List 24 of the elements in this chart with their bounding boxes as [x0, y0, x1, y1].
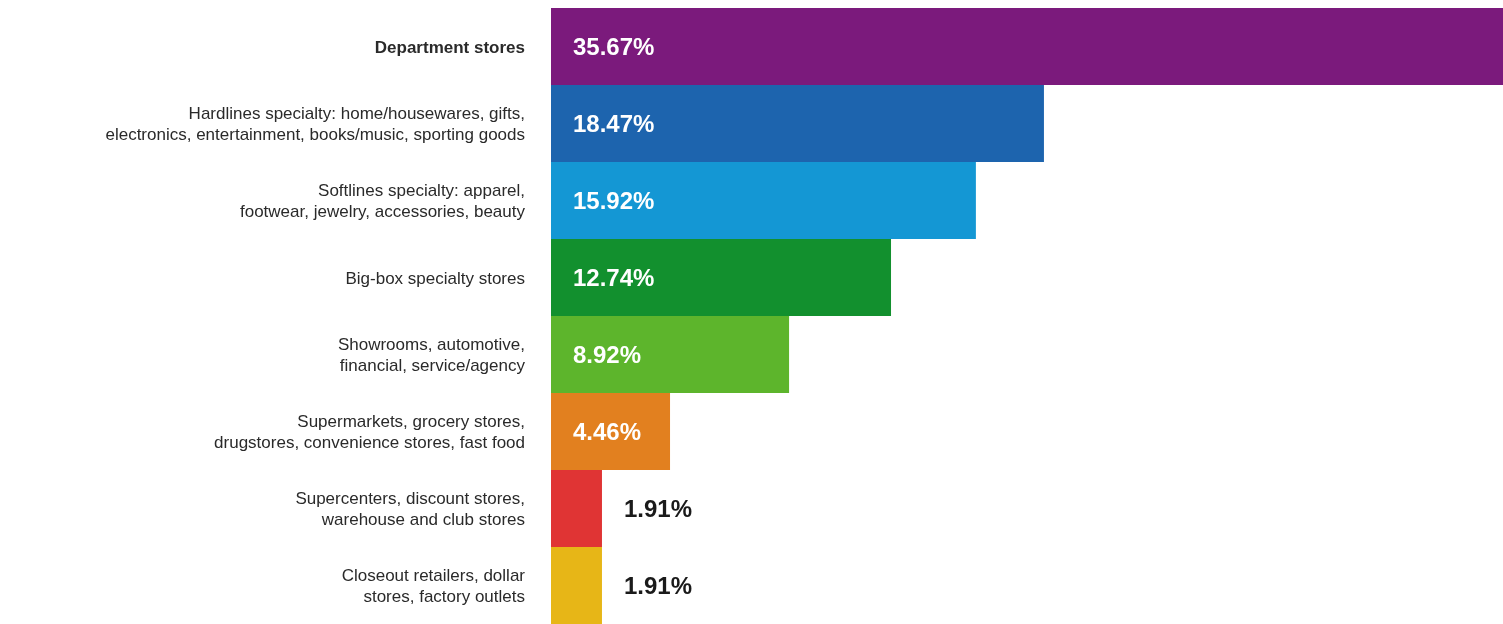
bar [551, 470, 602, 547]
y-tick-label: Department stores [374, 37, 525, 56]
data-label: 1.91% [623, 572, 693, 599]
data-label: 18.47% [573, 110, 655, 137]
y-tick-label: Hardlines specialty: home/housewares, gifts, electronics, entertainment, books/music, sporting goods [105, 103, 525, 144]
bar [551, 316, 790, 393]
bar [551, 393, 671, 470]
y-tick-label: Big-box specialty stores [345, 268, 525, 287]
data-label: 35.67% [573, 33, 655, 60]
bar [551, 162, 976, 239]
data-label: 8.92% [573, 341, 642, 368]
y-tick-label: Closeout retailers, dollar stores, factory outlets [341, 565, 526, 606]
bar [551, 547, 602, 624]
bar [551, 8, 1503, 85]
data-label: 12.74% [573, 264, 655, 291]
bar [551, 85, 1044, 162]
y-tick-label: Softlines specialty: apparel, footwear, jewelry, accessories, beauty [239, 180, 526, 221]
data-label: 15.92% [573, 187, 655, 214]
y-tick-label: Showrooms, automotive, financial, service/agency [337, 334, 526, 375]
bar [551, 239, 892, 316]
y-tick-label: Supercenters, discount stores, warehouse and club stores [295, 488, 525, 529]
y-tick-label: Supermarkets, grocery stores, drugstores, convenience stores, fast food [214, 411, 525, 452]
data-label: 1.91% [623, 495, 693, 522]
data-label: 4.46% [573, 418, 642, 445]
